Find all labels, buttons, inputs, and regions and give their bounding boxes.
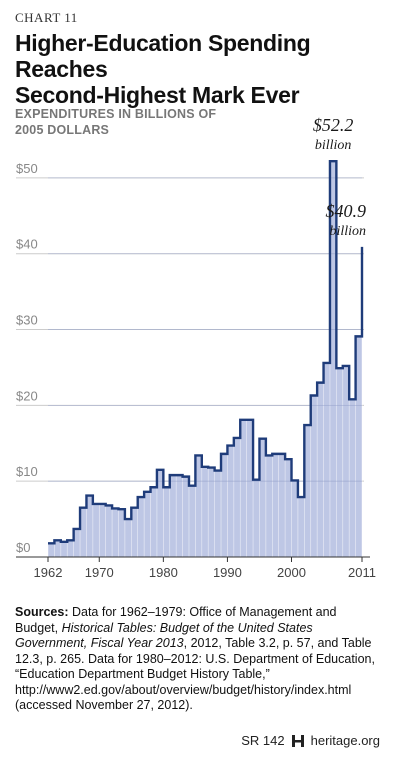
chart-title-line-1: Higher-Education Spending Reaches (15, 30, 311, 82)
chart-number-label: CHART 11 (15, 10, 78, 25)
annotation-unit-2006: billion (315, 138, 352, 153)
x-tick-label-1962: 1962 (34, 565, 63, 580)
site-link[interactable]: heritage.org (310, 733, 380, 748)
sources-text-1: Data for 1962–1979: Office of Management… (15, 605, 337, 635)
y-tick-label-50: $50 (16, 161, 38, 176)
y-axis-label-line-1: EXPENDITURES IN BILLIONS OF (15, 107, 217, 121)
sources-note: Sources: Data for 1962–1979: Office of M… (15, 605, 383, 714)
annotations: $52.2 billion $40.9 billion (313, 115, 366, 239)
heritage-logo-icon (291, 734, 304, 747)
sources-label: Sources: (15, 605, 69, 619)
y-tick-label-30: $30 (16, 313, 38, 328)
series-area (47, 160, 364, 557)
tick-labels: $0 $10 $20 $30 $40 $50 1962 1970 1980 1990 2000 201… (16, 161, 376, 580)
y-tick-label-20: $20 (16, 388, 38, 403)
sources-publication-title: Historical Tables: Budget of the United … (15, 620, 313, 651)
sources-text-2: , 2012, Table 3.2, p. 57, and Table 12.3… (15, 636, 375, 712)
x-tick-label-2000: 2000 (277, 565, 306, 580)
y-axis-label: EXPENDITURES IN BILLIONS OF 2005 DOLLARS (15, 106, 235, 138)
spending-chart: $0 $10 $20 $30 $40 $50 1962 1970 1980 1990 2000 201… (16, 115, 376, 580)
x-tick-label-2011: 2011 (348, 565, 376, 580)
x-tick-label-1980: 1980 (149, 565, 178, 580)
footer: SR 142 heritage.org (241, 733, 380, 748)
report-id: SR 142 (241, 733, 285, 748)
axes (16, 556, 370, 562)
annotation-value-2006: $52.2 (313, 115, 354, 135)
y-tick-label-40: $40 (16, 237, 38, 252)
y-tick-label-0: $0 (16, 540, 30, 555)
annotation-unit-2011: billion (329, 224, 366, 239)
chart-title-line-2: Second-Highest Mark Ever (15, 82, 300, 108)
y-tick-label-10: $10 (16, 464, 38, 479)
series-fill (48, 161, 362, 557)
x-tick-label-1990: 1990 (213, 565, 242, 580)
chart-title: Higher-Education Spending Reaches Second… (15, 30, 395, 108)
x-tick-label-1970: 1970 (85, 565, 114, 580)
y-axis-label-line-2: 2005 DOLLARS (15, 123, 110, 137)
annotation-value-2011: $40.9 (326, 201, 367, 221)
series-line (48, 160, 364, 545)
